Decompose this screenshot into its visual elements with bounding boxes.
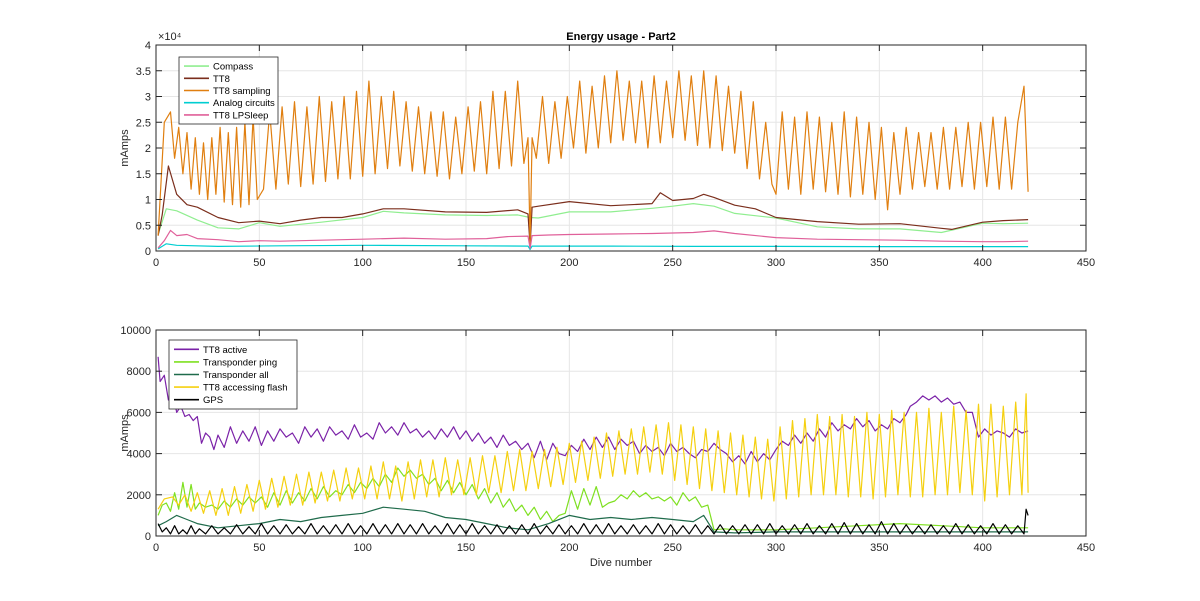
x-tick-label: 450: [1077, 542, 1095, 554]
series-line-gps: [157, 508, 1029, 535]
series-line-compass: [157, 203, 1029, 235]
y-axis-label: mAmps: [119, 414, 131, 452]
y-tick-label: 1: [145, 195, 151, 207]
x-tick-label: 50: [253, 542, 265, 554]
x-tick-label: 300: [767, 542, 785, 554]
legend-label: Analog circuits: [213, 98, 275, 109]
y-tick-label: 0: [145, 246, 151, 258]
y-tick-label: 2000: [127, 490, 151, 502]
y-tick-label: 3: [145, 92, 151, 104]
x-tick-label: 250: [663, 542, 681, 554]
y-tick-label: 1.5: [136, 169, 151, 181]
series-line-analog-circuits: [157, 243, 1029, 251]
x-tick-label: 450: [1077, 257, 1095, 269]
x-tick-label: 100: [353, 542, 371, 554]
y-axis-label: mAmps: [119, 129, 131, 167]
legend-label: Compass: [213, 62, 253, 73]
y-tick-label: 8000: [127, 366, 151, 378]
series-line-tt8-lpsleep: [157, 229, 1029, 249]
series-line-tt8-accessing-flash: [157, 393, 1029, 517]
x-tick-label: 150: [457, 257, 475, 269]
x-tick-label: 250: [663, 257, 681, 269]
legend-label: TT8 sampling: [213, 86, 271, 97]
x-tick-label: 300: [767, 257, 785, 269]
y-tick-label: 2.5: [136, 117, 151, 129]
series-line-tt8-active: [157, 356, 1029, 465]
y-tick-label: 4000: [127, 449, 151, 461]
y-tick-label: 10000: [120, 325, 151, 337]
y-tick-label: 6000: [127, 407, 151, 419]
legend-label: Transponder ping: [203, 357, 277, 368]
x-tick-label: 350: [870, 542, 888, 554]
y-exponent-label: ×10⁴: [158, 31, 182, 43]
x-tick-label: 200: [560, 257, 578, 269]
x-tick-label: 400: [973, 257, 991, 269]
chart-title: Energy usage - Part2: [566, 31, 675, 43]
series-line-tt8: [157, 165, 1029, 247]
legend-label: TT8 LPSleep: [213, 110, 268, 121]
legend-label: TT8: [213, 74, 230, 85]
x-tick-label: 0: [153, 257, 159, 269]
x-tick-label: 400: [973, 542, 991, 554]
series-line-transponder-ping: [157, 467, 1029, 531]
legend-label: GPS: [203, 395, 223, 406]
chart-1: 0 50 100 150 200 250 300 350 400 450 0 0.5 1 1.5 2 2.5 3…: [119, 31, 1095, 269]
axes-box: [155, 329, 1087, 537]
x-tick-label: 0: [153, 542, 159, 554]
x-tick-label: 150: [457, 542, 475, 554]
y-tick-label: 4: [145, 40, 151, 52]
x-axis-label: Dive number: [590, 557, 653, 569]
legend-label: TT8 active: [203, 345, 247, 356]
legend-label: TT8 accessing flash: [203, 383, 287, 394]
y-tick-label: 3.5: [136, 66, 151, 78]
y-tick-label: 2: [145, 143, 151, 155]
x-tick-label: 200: [560, 542, 578, 554]
chart-2: 0 50 100 150 200 250 300 350 400 450 0 2000 4000 6000…: [119, 325, 1095, 569]
y-tick-label: 0.5: [136, 220, 151, 232]
y-tick-label: 0: [145, 531, 151, 543]
legend-label: Transponder all: [203, 370, 269, 381]
series-group: [157, 356, 1029, 535]
x-tick-label: 100: [353, 257, 371, 269]
x-tick-label: 350: [870, 257, 888, 269]
x-tick-label: 50: [253, 257, 265, 269]
